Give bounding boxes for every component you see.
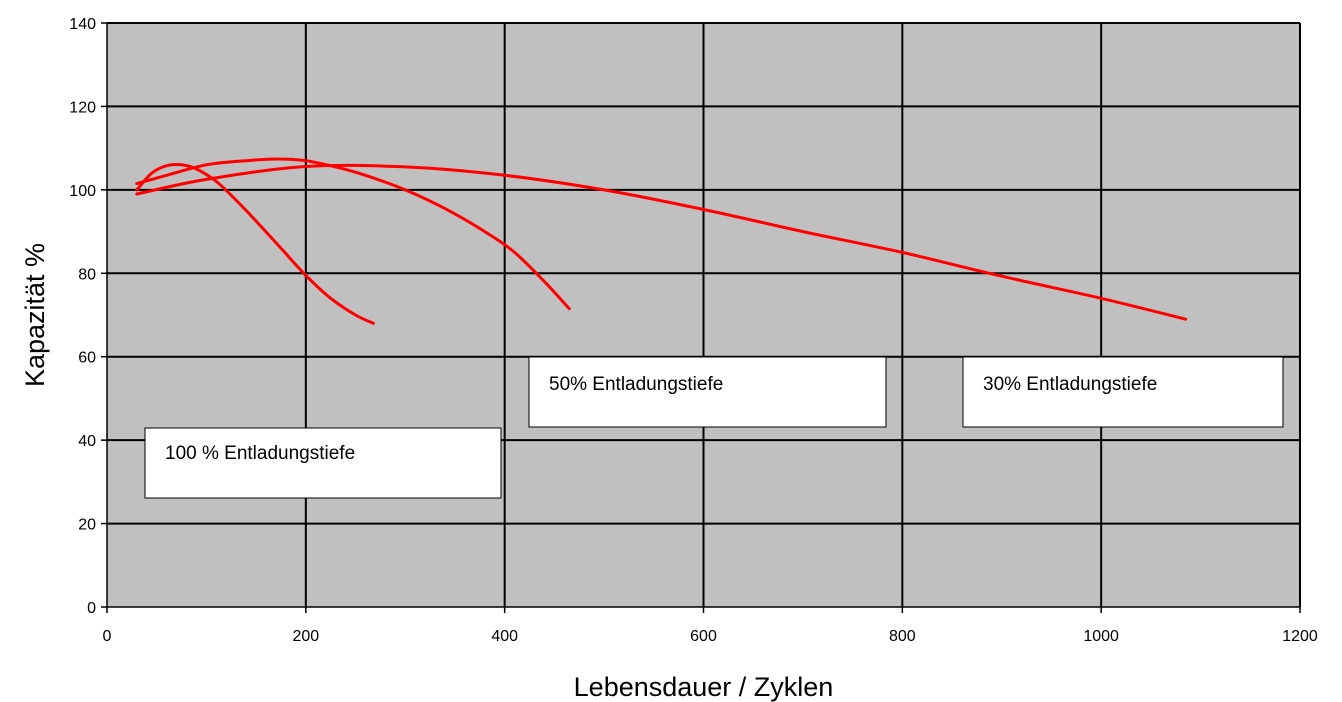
x-tick-label: 600 [690, 628, 717, 645]
annotation-100-percent: 100 % Entladungstiefe [144, 427, 502, 499]
x-tick-label: 200 [292, 628, 319, 645]
series-lines [135, 157, 1188, 325]
y-tick-label: 120 [69, 99, 96, 116]
axes [101, 22, 1301, 613]
series-line-3 [135, 163, 1188, 321]
annotation-box [144, 427, 502, 499]
x-tick-label: 1200 [1282, 628, 1318, 645]
x-tick-label: 400 [491, 628, 518, 645]
annotation-label: 100 % Entladungstiefe [165, 443, 355, 464]
annotation-label: 50% Entladungstiefe [549, 374, 723, 395]
y-tick-label: 0 [87, 600, 96, 617]
series-line-1 [135, 162, 375, 325]
annotation-label: 30% Entladungstiefe [983, 374, 1157, 395]
y-tick-label: 100 [69, 183, 96, 200]
y-tick-label: 80 [78, 266, 96, 283]
y-tick-label: 20 [78, 517, 96, 534]
tick-labels: 0 20 40 60 80 100 120 140 0 200 400 600 800 1000 1200 [69, 16, 1318, 645]
x-axis-title: Lebensdauer / Zyklen [574, 672, 834, 702]
x-tick-label: 1000 [1083, 628, 1119, 645]
annotation-box [528, 356, 887, 428]
annotation-50-percent: 50% Entladungstiefe [528, 356, 887, 428]
y-tick-label: 40 [78, 433, 96, 450]
x-tick-label: 800 [889, 628, 916, 645]
y-tick-label: 60 [78, 350, 96, 367]
y-axis-title: Kapazität % [20, 243, 50, 387]
y-tick-label: 140 [69, 16, 96, 33]
annotation-30-percent: 30% Entladungstiefe [962, 356, 1284, 428]
annotation-box [962, 356, 1284, 428]
annotations: 100 % Entladungstiefe 50% Entladungstief… [144, 356, 1284, 499]
x-tick-label: 0 [103, 628, 112, 645]
series-line-2 [135, 157, 571, 311]
